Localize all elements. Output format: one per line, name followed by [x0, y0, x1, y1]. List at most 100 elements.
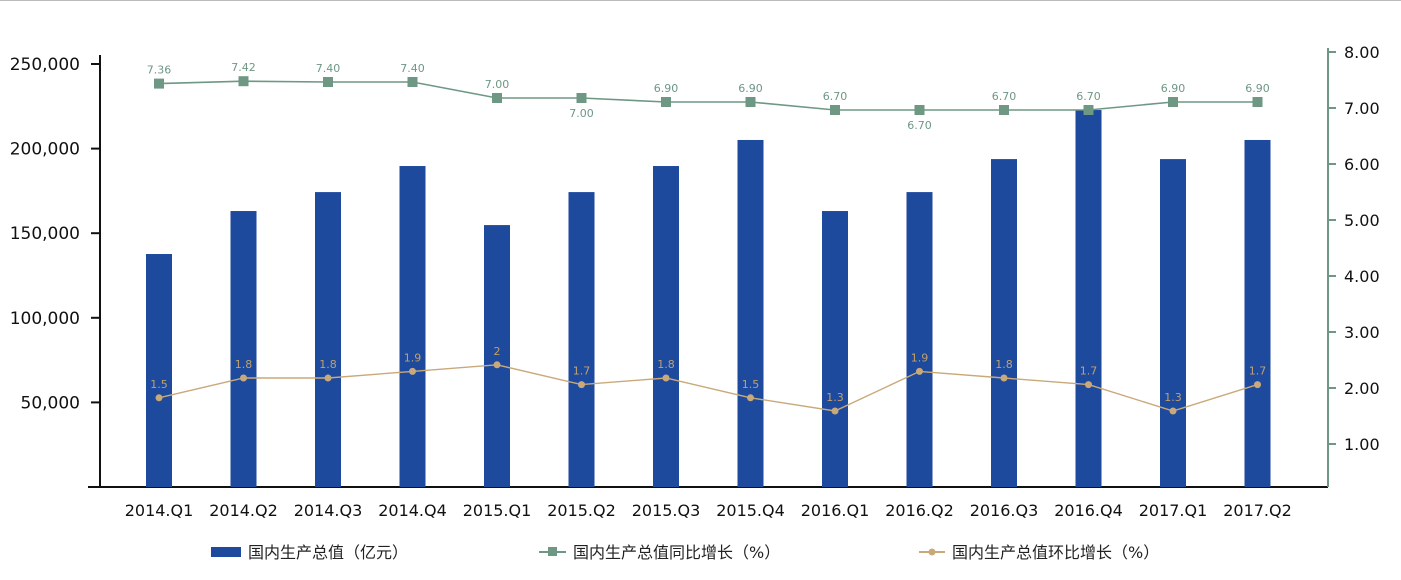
qoq-marker	[409, 367, 416, 375]
legend-bar-swatch	[211, 547, 241, 557]
yoy-marker	[1168, 97, 1178, 107]
qoq-marker	[1085, 381, 1092, 389]
left-tick-label: 200,000	[10, 140, 80, 160]
qoq-data-label: 1.5	[150, 378, 168, 391]
x-tick-label: 2014.Q2	[209, 501, 278, 520]
legend-label-yoy: 国内生产总值同比增长（%）	[573, 543, 780, 562]
gdp-bar	[568, 192, 595, 487]
yoy-data-label: 6.90	[738, 82, 763, 95]
x-tick-label: 2016.Q3	[970, 501, 1039, 520]
qoq-data-label: 1.3	[1164, 391, 1182, 404]
qoq-marker	[1169, 407, 1177, 415]
qoq-marker	[1254, 381, 1261, 389]
qoq-data-label: 1.7	[573, 365, 591, 378]
yoy-marker	[323, 77, 333, 87]
right-tick-label: 1.00	[1344, 435, 1380, 454]
x-tick-label: 2015.Q4	[716, 501, 785, 520]
x-tick-label: 2016.Q1	[801, 501, 870, 520]
x-tick-label: 2015.Q3	[632, 501, 701, 520]
qoq-marker	[155, 394, 163, 402]
left-tick-label: 150,000	[10, 224, 80, 244]
yoy-data-label: 6.70	[907, 119, 932, 132]
x-tick-label: 2014.Q3	[294, 501, 363, 520]
qoq-marker	[916, 367, 923, 375]
qoq-marker	[240, 374, 247, 382]
right-tick-label: 2.00	[1344, 379, 1380, 398]
yoy-marker	[661, 97, 671, 107]
top-border	[0, 0, 1401, 1]
gdp-bar	[315, 192, 341, 487]
qoq-data-label: 2	[494, 345, 501, 358]
yoy-marker	[492, 93, 502, 103]
qoq-data-label: 1.9	[404, 351, 422, 364]
qoq-marker	[747, 394, 754, 402]
yoy-data-label: 7.00	[569, 107, 594, 120]
qoq-marker	[493, 361, 501, 369]
legend-label-gdp: 国内生产总值（亿元）	[248, 543, 408, 562]
yoy-data-label: 6.70	[823, 90, 848, 103]
yoy-data-label: 7.40	[400, 62, 425, 75]
yoy-marker	[238, 76, 249, 87]
yoy-marker	[745, 97, 756, 107]
gdp-bar	[399, 166, 426, 488]
yoy-growth-line	[158, 80, 1258, 111]
yoy-data-label: 7.36	[147, 64, 172, 77]
qoq-data-label: 1.7	[1249, 365, 1267, 378]
left-tick-label: 250,000	[10, 55, 80, 75]
right-tick-label: 5.00	[1344, 211, 1380, 230]
gdp-bar	[1244, 139, 1271, 487]
yoy-data-label: 6.90	[654, 82, 679, 95]
qoq-marker	[662, 374, 670, 382]
yoy-data-label: 7.40	[316, 62, 341, 75]
qoq-growth-line	[158, 364, 1258, 412]
gdp-bar	[146, 254, 172, 487]
gdp-bar	[737, 139, 764, 487]
yoy-marker	[999, 105, 1009, 115]
right-tick-label: 6.00	[1344, 155, 1380, 174]
left-tick-label: 50,000	[21, 393, 80, 413]
yoy-marker	[1252, 97, 1263, 107]
yoy-marker	[1083, 105, 1094, 115]
qoq-marker	[1000, 374, 1008, 382]
yoy-data-label: 6.70	[1076, 90, 1101, 103]
yoy-marker	[154, 78, 164, 89]
qoq-marker	[831, 407, 839, 415]
x-tick-label: 2016.Q4	[1054, 501, 1123, 520]
qoq-data-label: 1.8	[995, 358, 1013, 371]
right-tick-label: 4.00	[1344, 267, 1380, 286]
yoy-marker	[407, 77, 418, 87]
qoq-data-label: 1.7	[1080, 365, 1098, 378]
legend-qoq-swatch-marker	[928, 548, 936, 556]
gdp-bar	[822, 211, 848, 488]
qoq-data-label: 1.8	[319, 358, 337, 371]
yoy-data-label: 7.42	[231, 61, 256, 74]
gdp-bar	[906, 192, 933, 487]
gdp-bar	[1160, 159, 1186, 487]
gdp-bar	[653, 166, 679, 488]
x-tick-label: 2017.Q1	[1139, 501, 1208, 520]
qoq-data-label: 1.5	[742, 378, 760, 391]
gdp-bar	[1075, 110, 1102, 487]
qoq-marker	[324, 374, 332, 382]
qoq-marker	[578, 381, 585, 389]
right-tick-label: 8.00	[1344, 43, 1380, 62]
yoy-data-label: 6.70	[992, 90, 1017, 103]
qoq-data-label: 1.3	[826, 391, 844, 404]
gdp-bar	[484, 225, 510, 487]
legend-label-qoq: 国内生产总值环比增长（%）	[952, 543, 1159, 562]
legend-yoy-swatch-marker	[548, 547, 557, 556]
right-tick-label: 3.00	[1344, 323, 1380, 342]
left-tick-label: 100,000	[10, 309, 80, 329]
yoy-marker	[576, 93, 587, 103]
x-tick-label: 2014.Q1	[125, 501, 194, 520]
gdp-bar	[230, 211, 257, 488]
x-tick-label: 2015.Q1	[463, 501, 532, 520]
gdp-bar	[991, 159, 1017, 487]
yoy-data-label: 7.00	[485, 78, 510, 91]
qoq-data-label: 1.9	[911, 351, 929, 364]
x-tick-label: 2015.Q2	[547, 501, 616, 520]
qoq-data-label: 1.8	[657, 358, 675, 371]
yoy-data-label: 6.90	[1245, 82, 1270, 95]
yoy-marker	[914, 105, 925, 115]
